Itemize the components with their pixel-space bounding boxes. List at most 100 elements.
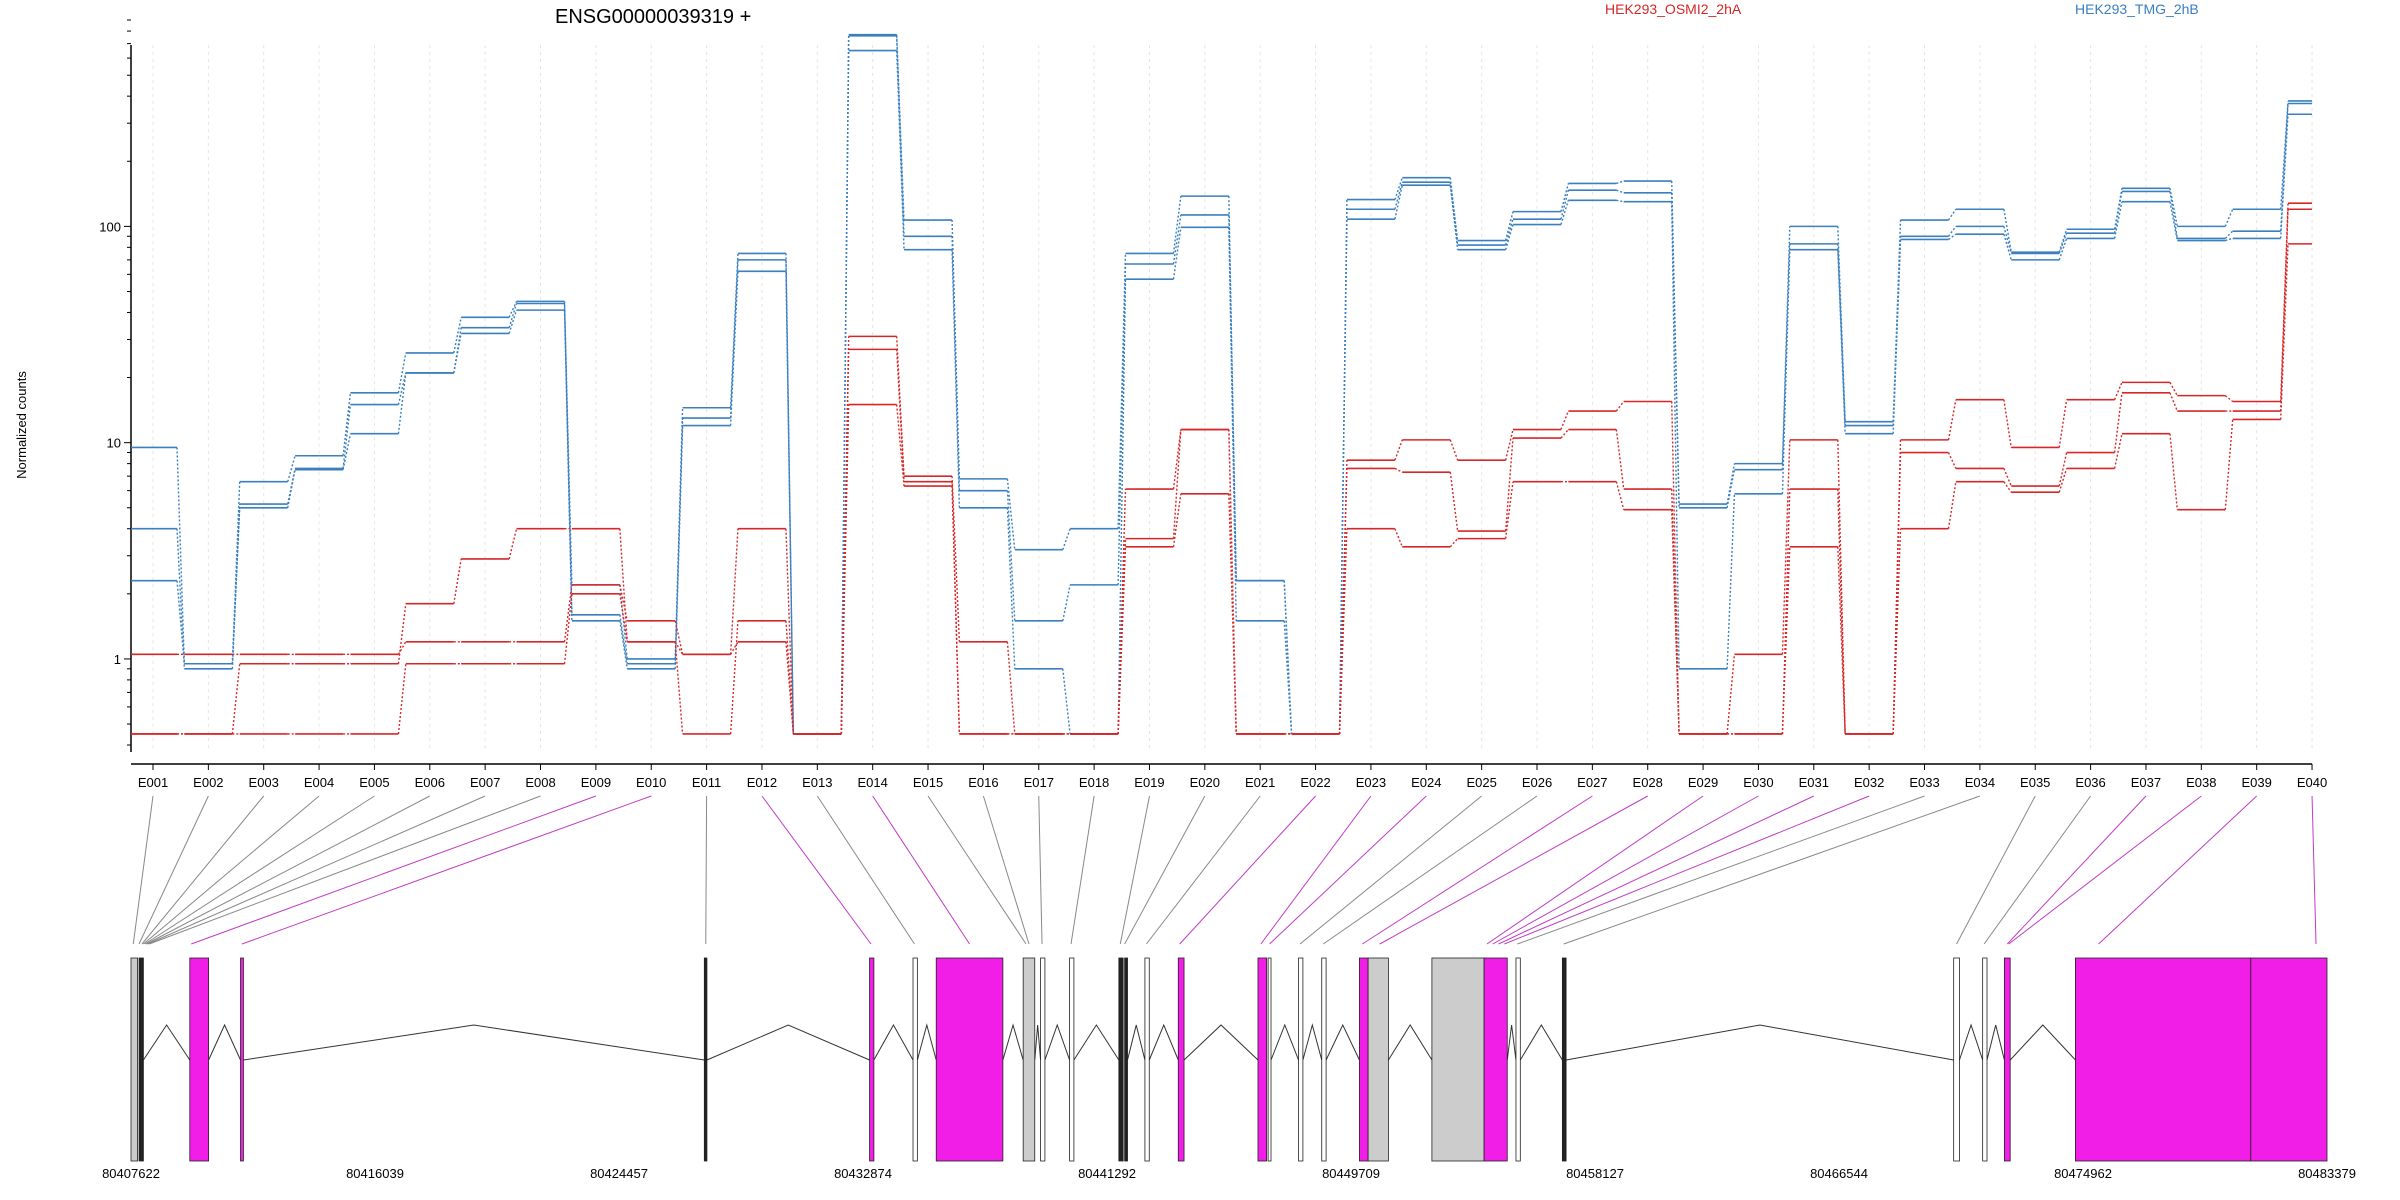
connector-e032 <box>1504 795 1870 945</box>
series-5-transition <box>619 528 628 642</box>
series-3-transition <box>1283 580 1293 734</box>
x-tick-label: E024 <box>1411 775 1441 790</box>
connector-e021 <box>1145 795 1261 945</box>
series-2-transition <box>2169 191 2179 239</box>
series-3-transition <box>2003 209 2012 253</box>
series-2-transition <box>1228 214 1237 581</box>
series-6-transition <box>674 641 684 655</box>
series-5-transition <box>729 620 739 734</box>
coordinate-label: 80416039 <box>346 1166 404 1181</box>
connector-e008 <box>149 795 541 945</box>
series-5-transition <box>1892 452 1902 734</box>
series-2-transition <box>1062 584 1071 621</box>
series-3-transition <box>2113 188 2123 230</box>
connector-e029 <box>1486 795 1704 945</box>
series-2-transition <box>342 404 352 469</box>
connector-e001 <box>132 795 154 945</box>
x-tick-label: E019 <box>1134 775 1164 790</box>
exon-block <box>1118 957 1124 1162</box>
series-4-transition <box>2003 399 2012 448</box>
series-1-transition <box>895 50 905 250</box>
series-6-transition <box>895 404 905 487</box>
series-3-transition <box>1338 199 1348 734</box>
coordinate-label: 80466544 <box>1810 1166 1868 1181</box>
x-tick-label: E017 <box>1024 775 1054 790</box>
coordinate-label: 80441292 <box>1078 1166 1136 1181</box>
series-3-transition <box>1671 181 1680 505</box>
series-3-transition <box>785 253 795 734</box>
exon-block <box>1431 957 1485 1162</box>
series-2-transition <box>1172 214 1182 265</box>
connector-e013 <box>816 795 915 945</box>
series-1 <box>131 49 2313 735</box>
exon-block <box>912 957 918 1162</box>
intron-line <box>2009 1024 2076 1061</box>
series-5-transition <box>1504 438 1514 532</box>
series-2-transition <box>1947 225 1957 237</box>
intron-line <box>873 1023 914 1061</box>
series-6-transition <box>1172 493 1182 547</box>
series-6-transition <box>729 641 739 655</box>
exon-block <box>1257 957 1268 1162</box>
series-4-transition <box>1504 429 1514 461</box>
series-3-transition <box>1947 208 1957 221</box>
x-tick-label: E010 <box>636 775 666 790</box>
series-3-transition <box>1228 196 1237 581</box>
series-1-transition <box>619 620 628 669</box>
intron-line <box>208 1023 241 1061</box>
series-1-transition <box>176 447 186 664</box>
series-4-transition <box>729 528 739 655</box>
exon-block <box>703 957 708 1162</box>
series-2-transition <box>1726 469 1736 508</box>
series-3-transition <box>729 253 739 408</box>
coordinate-label: 80474962 <box>2054 1166 2112 1181</box>
chart-axes: 1 10 100 <box>99 19 2313 765</box>
series-2-transition <box>1338 209 1348 734</box>
series-3-transition <box>1172 196 1182 254</box>
connector-e016 <box>982 795 1030 945</box>
coordinate-label: 80449709 <box>1322 1166 1380 1181</box>
series-6-transition <box>1449 538 1459 548</box>
x-tick-label: E018 <box>1079 775 1109 790</box>
series-3-transition <box>2224 208 2234 227</box>
x-tick-label: E008 <box>525 775 555 790</box>
intron-line <box>1270 1023 1300 1061</box>
x-tick-label: E029 <box>1688 775 1718 790</box>
series-3-transition <box>287 455 296 482</box>
legend-entry-osmi2: HEK293_OSMI2_2hA <box>1605 1 1742 17</box>
x-tick-label: E007 <box>470 775 500 790</box>
series-6-transition <box>1394 528 1403 548</box>
exon-block <box>2250 957 2328 1162</box>
exon-block <box>1515 957 1521 1162</box>
series-6-transition <box>2169 433 2179 510</box>
series-6-transition <box>840 404 850 734</box>
coordinate-label: 80407622 <box>102 1166 160 1181</box>
vertical-gridlines <box>152 45 2313 752</box>
series-6-transition <box>619 593 628 642</box>
intron-line <box>243 1024 705 1061</box>
connector-e010 <box>241 795 652 945</box>
series-6-transition <box>1338 528 1348 734</box>
series-3-transition <box>1616 180 1624 185</box>
series-3-transition <box>674 407 684 659</box>
series-2-transition <box>508 303 518 328</box>
x-tick-label: E023 <box>1356 775 1386 790</box>
series-1-transition <box>2225 237 2233 242</box>
series-1-transition <box>1283 620 1293 734</box>
connector-e002 <box>138 795 209 945</box>
series-3-transition <box>1449 177 1459 241</box>
series-4-transition <box>1560 410 1570 430</box>
series-6-transition <box>1228 493 1237 734</box>
exon-block <box>1124 957 1128 1162</box>
legend-entry-tmg: HEK293_TMG_2hB <box>2075 1 2199 17</box>
intron-line <box>142 1024 191 1061</box>
series-2-transition <box>619 614 628 664</box>
series-5-transition <box>785 620 795 734</box>
gene-model <box>130 957 2328 1162</box>
x-tick-label: E012 <box>747 775 777 790</box>
series-6-transition <box>1892 528 1902 734</box>
series-1-transition <box>1394 185 1403 220</box>
x-tick-label: E035 <box>2020 775 2050 790</box>
intron-line <box>1034 1024 1042 1061</box>
